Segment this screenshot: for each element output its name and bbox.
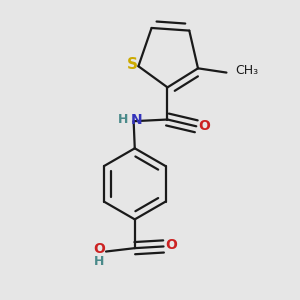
Text: N: N bbox=[130, 112, 142, 127]
Text: S: S bbox=[127, 57, 138, 72]
Text: CH₃: CH₃ bbox=[235, 64, 258, 77]
Text: H: H bbox=[94, 254, 104, 268]
Text: H: H bbox=[118, 113, 129, 126]
Text: O: O bbox=[93, 242, 105, 256]
Text: O: O bbox=[198, 119, 210, 133]
Text: O: O bbox=[165, 238, 177, 252]
